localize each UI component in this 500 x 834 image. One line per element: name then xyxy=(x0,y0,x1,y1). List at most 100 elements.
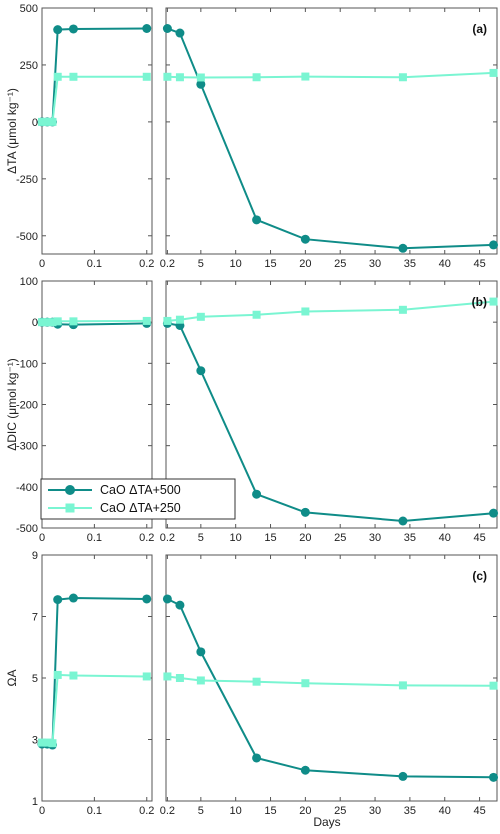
y-tick-label: -500 xyxy=(16,523,38,535)
data-point xyxy=(163,672,172,681)
data-point xyxy=(398,771,408,781)
data-point xyxy=(38,738,46,747)
x-tick-label: 10 xyxy=(230,805,242,817)
y-tick-label: 0 xyxy=(32,117,38,129)
panel-label: (a) xyxy=(472,22,487,36)
data-point xyxy=(175,674,184,682)
data-point xyxy=(53,25,63,35)
axes-frame xyxy=(41,7,153,255)
data-point xyxy=(398,516,408,526)
series-line-250 xyxy=(42,673,147,745)
x-tick-label: 40 xyxy=(439,258,451,270)
data-point xyxy=(252,753,262,763)
x-tick-label: 0.2 xyxy=(139,805,154,817)
data-point xyxy=(43,318,52,327)
series-line-250 xyxy=(167,300,494,322)
data-point xyxy=(252,489,262,499)
legend-marker-500 xyxy=(65,485,75,495)
data-point xyxy=(68,593,78,603)
panel-2: -500 -400 -300 -200 -100 0 100 0 0.1 0.2 0.2 5 10 15 2… xyxy=(5,276,499,544)
data-point xyxy=(301,72,310,81)
x-tick-label: 5 xyxy=(198,532,204,544)
axes-frame xyxy=(165,7,498,255)
series-line-250 xyxy=(167,675,494,687)
legend: CaO ΔTA+500 CaO ΔTA+250 xyxy=(40,478,236,520)
x-tick-label: 0.1 xyxy=(87,805,102,817)
y-tick-label: -100 xyxy=(16,358,38,370)
x-tick-label: 15 xyxy=(264,805,276,817)
x-tick-label: 30 xyxy=(369,532,381,544)
y-tick-label: -200 xyxy=(16,400,38,412)
y-tick-label: 9 xyxy=(32,550,38,562)
x-tick-label: 10 xyxy=(230,532,242,544)
x-tick-label: 40 xyxy=(439,805,451,817)
x-tick-label: 15 xyxy=(264,258,276,270)
x-tick-label: 0.2 xyxy=(139,258,154,270)
x-tick-label: 0.2 xyxy=(139,532,154,544)
data-point xyxy=(162,594,172,604)
data-point xyxy=(398,305,407,314)
x-tick-label: 35 xyxy=(404,805,416,817)
data-point xyxy=(398,681,407,690)
y-tick-label: 500 xyxy=(20,3,38,15)
data-point xyxy=(175,28,185,38)
y-tick-label: 3 xyxy=(32,735,38,747)
x-tick-label: 40 xyxy=(439,532,451,544)
data-point xyxy=(38,318,46,327)
data-point xyxy=(175,73,184,82)
x-tick-label: 0.2 xyxy=(160,258,175,270)
x-tick-label: 0 xyxy=(39,532,45,544)
data-point xyxy=(489,240,499,250)
x-axis-label: Days xyxy=(313,815,340,829)
subplot-right: 0.2 5 10 15 20 25 30 35 40 45 xyxy=(160,7,499,270)
series-line-500 xyxy=(167,27,494,250)
x-tick-label: 0.2 xyxy=(160,532,175,544)
x-tick-label: 0.1 xyxy=(87,258,102,270)
x-tick-label: 10 xyxy=(230,258,242,270)
data-point xyxy=(53,595,63,605)
x-tick-label: 30 xyxy=(369,258,381,270)
y-axis-label: ΔTA (μmol kg⁻¹) xyxy=(5,88,19,174)
subplot-right: 0.2 5 10 15 20 25 30 35 40 45 xyxy=(160,554,499,817)
y-tick-label: 100 xyxy=(20,276,38,288)
data-point xyxy=(142,672,151,681)
y-axis-label: ΔDIC (μmol kg⁻¹) xyxy=(5,358,19,451)
data-point xyxy=(252,310,261,319)
series-line-500 xyxy=(166,598,494,779)
data-point xyxy=(175,600,185,610)
data-point xyxy=(196,366,206,376)
x-tick-label: 35 xyxy=(404,258,416,270)
panel-label: (c) xyxy=(472,569,487,583)
x-tick-label: 25 xyxy=(334,532,346,544)
y-tick-label: 0 xyxy=(32,317,38,329)
x-tick-label: 35 xyxy=(404,532,416,544)
x-tick-label: 20 xyxy=(299,532,311,544)
x-tick-label: 25 xyxy=(334,805,346,817)
x-tick-label: 5 xyxy=(198,258,204,270)
subplot-left: -500 -400 -300 -200 -100 0 100 0 0.1 0.2 xyxy=(16,276,154,544)
y-tick-label: -500 xyxy=(16,231,38,243)
x-tick-label: 0 xyxy=(39,258,45,270)
series-line-250 xyxy=(167,71,494,79)
y-tick-label: -400 xyxy=(16,482,38,494)
data-point xyxy=(162,24,172,33)
y-tick-label: -300 xyxy=(16,441,38,453)
data-point xyxy=(489,772,499,782)
data-point xyxy=(48,117,57,126)
subplot-left: 1 3 5 7 9 0 0.1 0.2 xyxy=(32,550,155,817)
data-point xyxy=(252,73,261,82)
y-tick-label: 1 xyxy=(32,796,38,808)
data-point xyxy=(398,73,407,82)
data-point xyxy=(489,681,498,690)
data-point xyxy=(53,317,62,326)
subplot-left: -500 -250 0 250 500 0 0.1 0.2 xyxy=(16,3,154,270)
data-point xyxy=(48,318,57,327)
y-tick-label: 5 xyxy=(32,673,38,685)
x-tick-label: 30 xyxy=(369,805,381,817)
x-tick-label: 45 xyxy=(473,258,485,270)
series-line-250 xyxy=(42,75,147,123)
data-point xyxy=(43,738,52,747)
legend-marker-250 xyxy=(65,503,75,513)
